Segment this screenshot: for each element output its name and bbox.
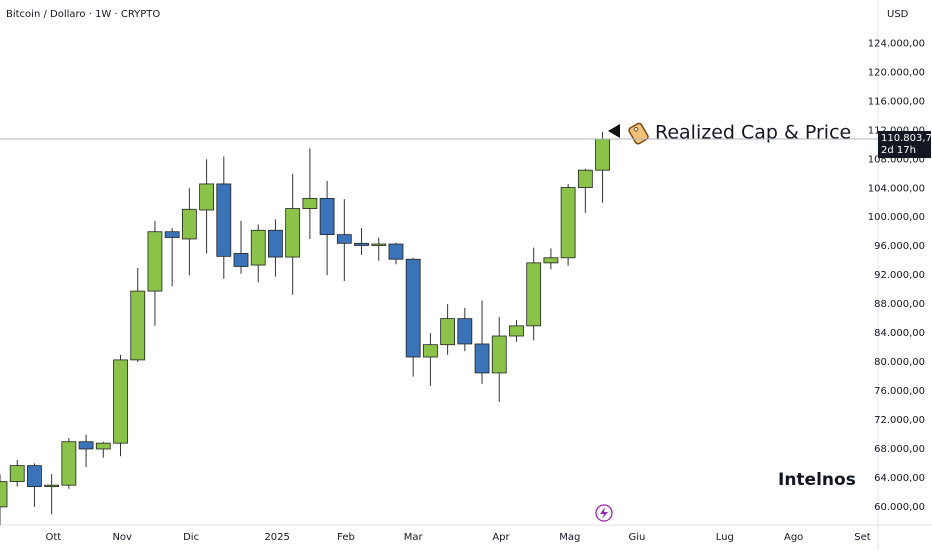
y-tick-label: 112.000,00 [868, 125, 925, 136]
price-label: 110.803,76 [881, 133, 932, 144]
y-tick-label: 108.000,00 [868, 154, 925, 165]
candle-body [595, 138, 610, 171]
x-tick-label: Mar [404, 532, 424, 543]
x-tick-label: Ago [784, 532, 803, 543]
candle-body [422, 344, 438, 358]
candle-body [336, 234, 352, 244]
candle-body [491, 335, 507, 374]
candle-body [440, 318, 456, 346]
candle-body [285, 208, 301, 258]
x-tick-label: Feb [337, 532, 355, 543]
candle-body [113, 359, 128, 444]
candle-body [354, 242, 369, 246]
candle-body [181, 208, 197, 240]
x-tick-label: Nov [112, 532, 132, 543]
x-tick-label: Mag [559, 532, 580, 543]
candle-body [147, 231, 163, 292]
candle-body [577, 169, 593, 188]
y-tick-label: 96.000,00 [874, 241, 925, 252]
watermark: Intelnos [778, 470, 856, 490]
y-tick-label: 64.000,00 [874, 473, 925, 484]
x-tick-label: Ott [46, 532, 62, 543]
candle-body [44, 484, 60, 488]
y-tick-label: 88.000,00 [874, 299, 925, 310]
x-tick-label: 2025 [264, 532, 289, 543]
candle-body [216, 183, 232, 257]
y-tick-label: 68.000,00 [874, 444, 925, 455]
candle-body [130, 290, 146, 361]
lightning-icon[interactable] [595, 504, 613, 522]
chart-title: Bitcoin / Dollaro · 1W · CRYPTO [6, 9, 160, 20]
candle-body [319, 198, 335, 236]
candle-body [27, 465, 42, 488]
candle-body [164, 231, 180, 238]
countdown: 2d 17h [881, 145, 916, 156]
y-tick-label: 124.000,00 [868, 38, 925, 49]
candle-body [95, 442, 111, 450]
y-tick-label: 84.000,00 [874, 328, 925, 339]
y-tick-label: 104.000,00 [868, 183, 925, 194]
y-tick-label: 60.000,00 [874, 502, 925, 513]
candle-body [509, 325, 524, 337]
candle-body [560, 187, 576, 259]
candle-body [543, 257, 559, 264]
x-tick-label: Giu [629, 532, 646, 543]
candle-body [388, 243, 404, 260]
candle-body [9, 465, 25, 482]
price-label-box [878, 131, 931, 159]
candle-body [78, 441, 94, 450]
candle-body [302, 198, 318, 209]
x-tick-label: Dic [183, 532, 199, 543]
candle-body [250, 229, 266, 266]
candle-body [371, 243, 387, 246]
x-tick-label: Set [854, 532, 871, 543]
annotation: Realized Cap & Price [655, 122, 851, 144]
x-tick-label: Lug [716, 532, 734, 543]
y-tick-label: 120.000,00 [868, 67, 925, 78]
y-tick-label: 92.000,00 [874, 270, 925, 281]
annotation-arrow [608, 124, 620, 138]
candle-body [457, 318, 473, 345]
candle-body [268, 229, 283, 258]
candle-body [474, 343, 490, 374]
candle-body [405, 258, 421, 358]
y-tick-label: 80.000,00 [874, 357, 925, 368]
y-tick-label: 100.000,00 [868, 212, 925, 223]
candle-body [526, 262, 542, 327]
candle-body [233, 253, 249, 267]
x-tick-label: Apr [492, 532, 510, 543]
candle-body [0, 481, 8, 508]
candle-body [199, 183, 214, 211]
candle-body [61, 441, 77, 486]
y-tick-label: 72.000,00 [874, 415, 925, 426]
currency: USD [887, 9, 909, 20]
y-tick-label: 76.000,00 [874, 386, 925, 397]
y-tick-label: 116.000,00 [868, 96, 925, 107]
